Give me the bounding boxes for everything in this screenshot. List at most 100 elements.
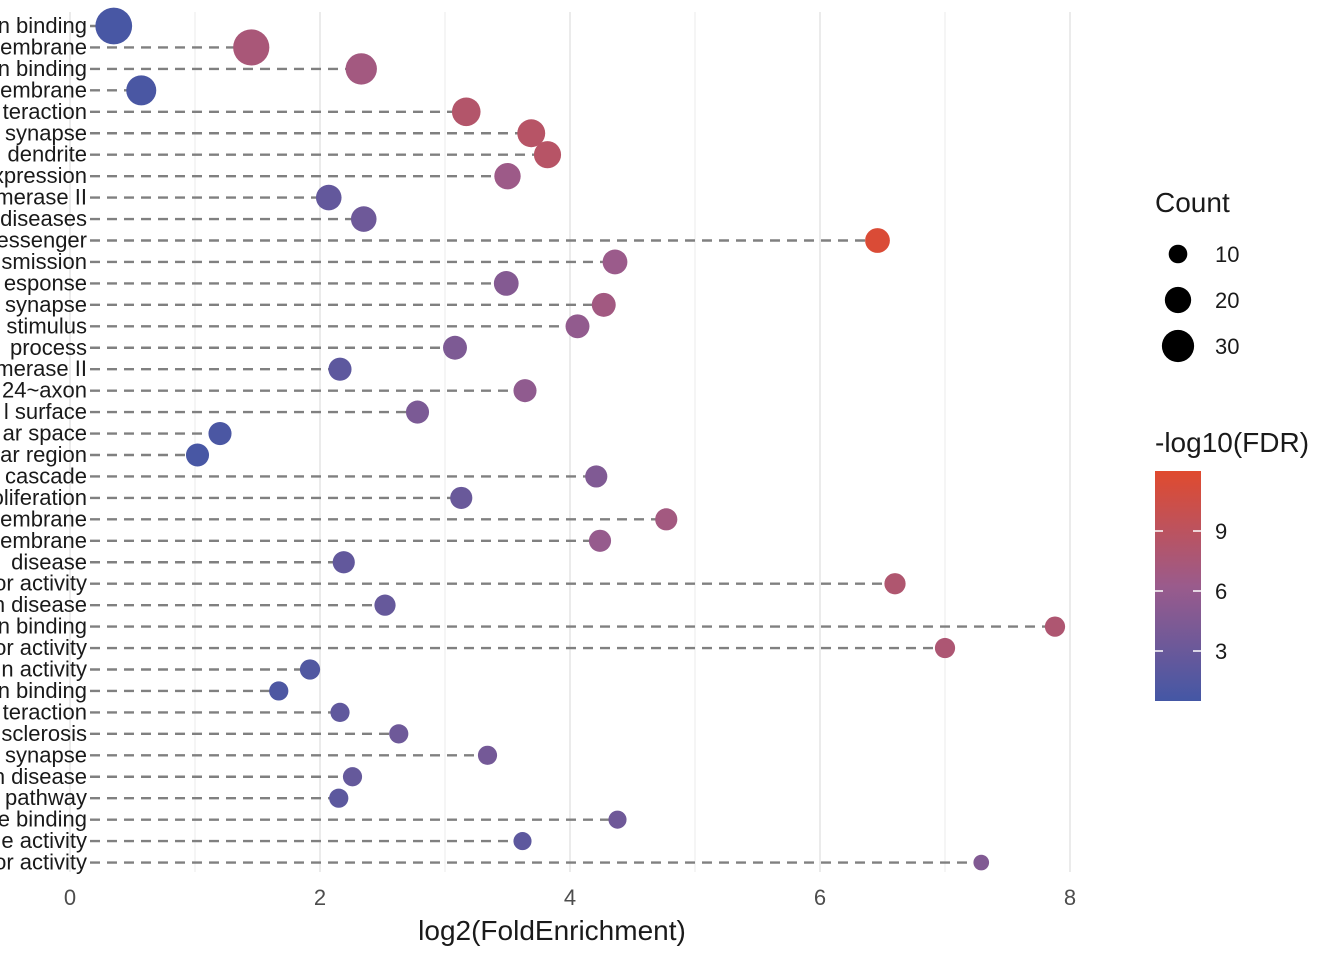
- data-point: [494, 162, 521, 190]
- color-legend-label: 3: [1215, 639, 1227, 664]
- data-point: [513, 379, 537, 403]
- size-legend-key: [1164, 286, 1192, 314]
- y-tick-label: n binding: [0, 614, 87, 639]
- y-tick-label: teraction: [3, 99, 87, 124]
- data-point: [865, 228, 890, 253]
- data-point: [389, 724, 409, 744]
- y-tick-label: merase II: [0, 185, 87, 210]
- data-point: [934, 637, 956, 659]
- y-tick-label: ar space: [3, 421, 87, 446]
- y-tick-label: teraction: [3, 699, 87, 724]
- color-legend-bar: [1155, 471, 1201, 701]
- data-point: [126, 75, 157, 106]
- data-point: [443, 335, 467, 360]
- y-tick-label: n binding: [0, 13, 87, 38]
- y-tick-label: stimulus: [6, 313, 87, 338]
- data-point: [315, 184, 342, 211]
- x-tick-label: 2: [314, 885, 326, 910]
- data-point: [884, 573, 906, 595]
- y-tick-label: xpression: [0, 163, 87, 188]
- data-point: [517, 119, 546, 148]
- y-tick-label: disease: [11, 549, 87, 574]
- y-tick-label: synapse: [5, 120, 87, 145]
- x-axis-title: log2(FoldEnrichment): [418, 915, 686, 946]
- x-tick-label: 4: [564, 885, 576, 910]
- data-point: [345, 53, 377, 85]
- data-point: [329, 788, 349, 808]
- y-tick-label: embrane: [0, 528, 87, 553]
- color-legend-label: 6: [1215, 579, 1227, 604]
- x-tick-label: 0: [64, 885, 76, 910]
- x-tick-labels: 0 2 4 6 8: [64, 885, 1076, 910]
- data-point: [565, 314, 590, 339]
- data-point: [588, 529, 612, 552]
- size-legend-key: [1161, 329, 1195, 363]
- data-point: [451, 97, 481, 127]
- y-tick-label: merase II: [0, 356, 87, 381]
- y-tick-label: esponse: [4, 270, 87, 295]
- y-tick-label: 24~axon: [2, 378, 87, 403]
- size-legend-title: Count: [1155, 187, 1230, 218]
- y-tick-label: n binding: [0, 56, 87, 81]
- y-tick-label: l surface: [4, 399, 87, 424]
- y-tick-label: or activity: [0, 850, 87, 875]
- data-point: [95, 7, 133, 45]
- data-point: [374, 594, 396, 616]
- data-point: [477, 745, 498, 765]
- y-tick-label: embrane: [0, 34, 87, 59]
- y-tick-label: process: [10, 335, 87, 360]
- data-point: [330, 702, 350, 723]
- color-legend-title: -log10(FDR): [1155, 427, 1309, 458]
- size-legend: Count 10 20 30: [1155, 187, 1239, 363]
- y-tick-label: diseases: [0, 206, 87, 231]
- y-tick-label: synapse: [5, 292, 87, 317]
- y-tick-label: or activity: [0, 571, 87, 596]
- lollipop-segments: [90, 24, 1055, 864]
- data-point: [405, 400, 430, 424]
- data-point: [973, 854, 990, 871]
- y-tick-label: n binding: [0, 678, 87, 703]
- y-tick-label: ar region: [0, 442, 87, 467]
- y-tick-label: n activity: [1, 657, 87, 682]
- data-point: [332, 551, 355, 574]
- y-tick-label: dendrite: [7, 142, 87, 167]
- data-point: [185, 443, 210, 467]
- data-point: [269, 681, 289, 701]
- data-point: [513, 832, 532, 851]
- y-tick-label: embrane: [0, 77, 87, 102]
- data-point: [233, 29, 270, 66]
- data-point: [533, 141, 562, 169]
- y-tick-label: synapse: [5, 742, 87, 767]
- data-point: [350, 206, 377, 232]
- data-point: [655, 508, 678, 531]
- y-tick-label: sclerosis: [1, 721, 87, 746]
- size-legend-label: 10: [1215, 242, 1239, 267]
- data-point: [591, 292, 616, 317]
- data-point: [1044, 616, 1066, 637]
- size-legend-label: 30: [1215, 334, 1239, 359]
- size-legend-key: [1168, 244, 1188, 264]
- y-tick-label: embrane: [0, 506, 87, 531]
- y-tick-label: oliferation: [0, 485, 87, 510]
- x-tick-label: 8: [1064, 885, 1076, 910]
- y-tick-label: n disease: [0, 764, 87, 789]
- x-tick-label: 6: [814, 885, 826, 910]
- y-tick-label: n disease: [0, 592, 87, 617]
- data-point: [299, 659, 321, 680]
- y-tick-label: essenger: [0, 228, 87, 253]
- y-tick-label: pathway: [5, 785, 87, 810]
- data-point: [450, 486, 473, 509]
- data-point: [585, 465, 608, 488]
- data-point: [328, 357, 352, 381]
- data-point: [602, 249, 628, 275]
- color-legend: -log10(FDR) 3 6 9: [1155, 427, 1309, 701]
- data-point: [493, 271, 519, 296]
- color-legend-label: 9: [1215, 519, 1227, 544]
- data-point: [608, 810, 627, 829]
- lollipop-points: [95, 7, 1066, 871]
- y-tick-label: smission: [1, 249, 87, 274]
- data-point: [208, 422, 232, 446]
